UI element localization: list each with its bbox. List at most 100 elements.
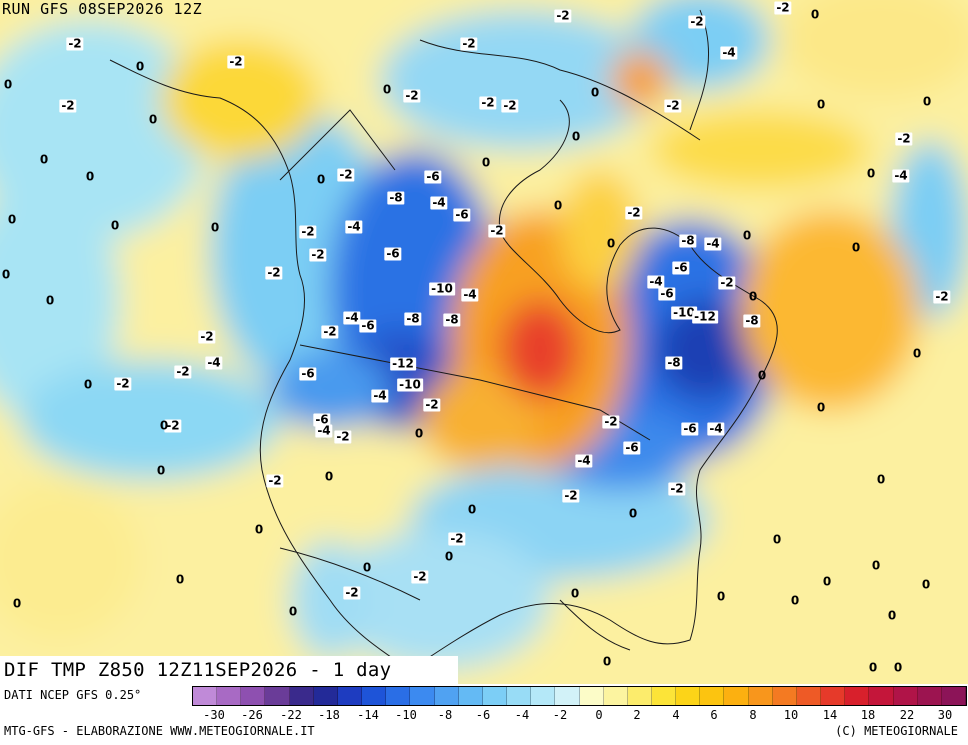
legend-color-cell [748,687,773,705]
map-value-label: -2 [198,329,216,344]
legend-tick-label: -30 [203,708,225,722]
legend-color-cell [821,687,846,705]
map-value-label: -2 [337,167,355,182]
legend-tick-label: -14 [357,708,379,722]
legend-color-cell [289,687,314,705]
legend-color-cell [627,687,652,705]
map-title: DIF TMP Z850 12Z11SEP2026 - 1 day [4,659,392,681]
map-value-label: 0 [210,220,220,235]
map-value-label: 0 [912,346,922,361]
map-value-label: -4 [575,453,593,468]
map-value-label: -8 [387,190,405,205]
map-value-label: -2 [265,265,283,280]
legend-color-cell [676,687,701,705]
map-value-label: -4 [720,45,738,60]
map-value-label: -6 [359,318,377,333]
map-title-box: DIF TMP Z850 12Z11SEP2026 - 1 day [0,656,458,684]
legend-tick-label: 22 [899,708,915,722]
legend-tick-label: 8 [749,708,757,722]
map-value-label: -6 [453,207,471,222]
legend-tick-label: 0 [595,708,603,722]
map-value-label: -4 [371,388,389,403]
legend-color-cell [482,687,508,705]
legend-color-cell [507,687,532,705]
legend-color-cell [531,687,556,705]
map-value-label: -4 [461,287,479,302]
map-value-label: 0 [85,169,95,184]
map-value-label: 0 [810,7,820,22]
map-value-label: -2 [562,488,580,503]
map-value-label: -4 [345,219,363,234]
map-value-label: 0 [570,586,580,601]
map-value-label: 0 [816,400,826,415]
map-value-label: 0 [7,212,17,227]
map-value-label: -4 [205,355,223,370]
legend-color-cell [362,687,387,705]
footer: DATI NCEP GFS 0.25° -30 -26 -22 -18 -14 -10 -8… [0,684,968,745]
map-value-label: 0 [628,506,638,521]
legend-tick-label: -18 [318,708,340,722]
map-value-label: 0 [316,172,326,187]
legend-color-cell [217,687,242,705]
map-value-label: -2 [501,98,519,113]
legend-color-cell [917,687,942,705]
map-value-label: -2 [266,473,284,488]
map-value-label: -8 [743,313,761,328]
map-value-label: -6 [681,421,699,436]
map-value-label: 0 [156,463,166,478]
map-value-label: 0 [602,654,612,669]
map-value-label: -6 [424,169,442,184]
legend-color-cell [869,687,894,705]
map-value-label: 0 [382,82,392,97]
map-value-label: -4 [430,195,448,210]
map-value-label: -6 [384,246,402,261]
map-canvas [0,0,968,684]
credit-copyright: (C) METEOGIORNALE [835,724,958,738]
legend-color-cell [700,687,725,705]
map-value-label: -2 [488,223,506,238]
map-value-label: -2 [688,14,706,29]
map-value-label: -4 [315,423,333,438]
legend-color-cell [651,687,677,705]
map-value-label: 0 [148,112,158,127]
legend-tick-label: 14 [822,708,838,722]
map-value-label: 0 [110,218,120,233]
map-value-label: 0 [790,593,800,608]
map-value-label: -12 [692,309,718,324]
legend-tick-label: -2 [552,708,568,722]
legend-tick-label: -22 [280,708,302,722]
map-value-label: -4 [647,274,665,289]
map-value-label: -2 [423,397,441,412]
map-value-label: -4 [892,168,910,183]
map-value-label: -8 [404,311,422,326]
legend-color-cell [724,687,749,705]
map-value-label: 0 [822,574,832,589]
legend-tick-label: 6 [710,708,718,722]
map-value-label: -8 [665,355,683,370]
legend-color-cell [796,687,822,705]
map-value-label: 0 [467,502,477,517]
legend-tick-label: -8 [437,708,453,722]
legend-tick-labels: -30 -26 -22 -18 -14 -10 -8 -6 -4 -2 0 2 4 6 8 10 14 18 22 3… [192,708,967,722]
map-value-label: -2 [343,585,361,600]
map-value-label: 0 [324,469,334,484]
map-value-label: -2 [460,36,478,51]
map-value-label: 0 [868,660,878,675]
map-value-label: 0 [12,596,22,611]
map-value-label: -8 [679,233,697,248]
legend-color-cell [410,687,435,705]
map-value-label: -2 [664,98,682,113]
map-value-label: 0 [871,558,881,573]
map-value-label: 0 [288,604,298,619]
map-value-label: -6 [313,412,331,427]
map-value-label: 0 [3,77,13,92]
map-value-label: 0 [481,155,491,170]
map-value-label: 0 [1,267,11,282]
map-value-label: 0 [921,577,931,592]
map-value-label: 0 [716,589,726,604]
legend-color-cell [845,687,870,705]
map-value-label: -12 [390,356,416,371]
legend-tick-label: 18 [860,708,876,722]
map-value-label: -2 [774,0,792,15]
map-value-label: 0 [816,97,826,112]
